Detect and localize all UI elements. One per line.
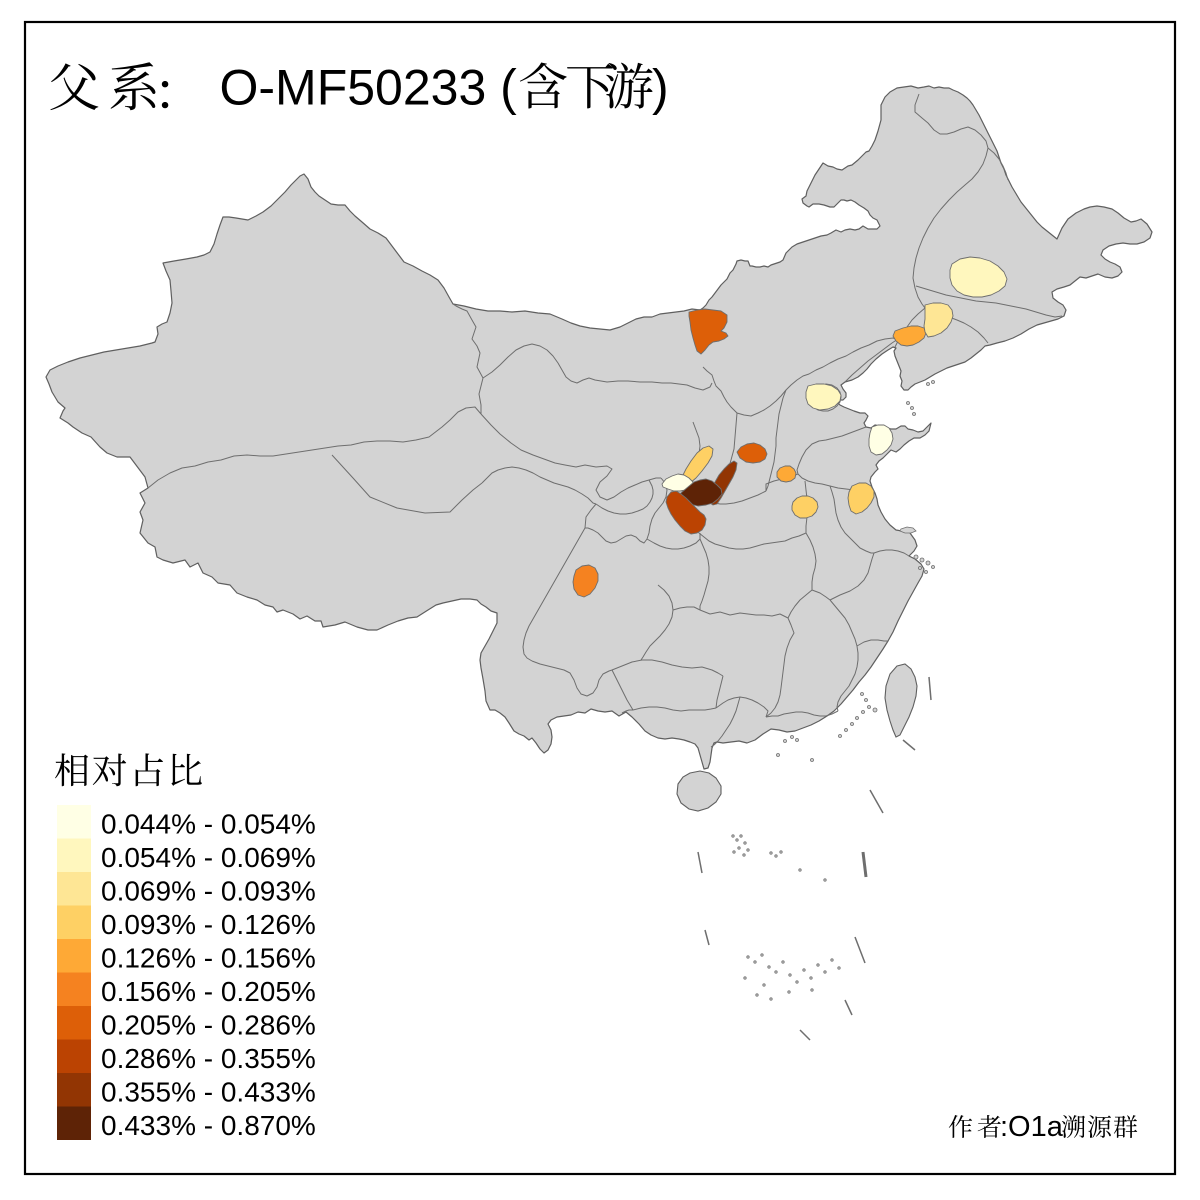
svg-text:0.126% - 0.156%: 0.126% - 0.156% — [101, 943, 316, 974]
svg-text:0.069% - 0.093%: 0.069% - 0.093% — [101, 876, 316, 907]
svg-text:0.093% - 0.126%: 0.093% - 0.126% — [101, 909, 316, 940]
svg-text:O-MF50233 (: O-MF50233 ( — [220, 60, 518, 116]
svg-text:0.054% - 0.069%: 0.054% - 0.069% — [101, 842, 316, 873]
svg-text:0.355% - 0.433%: 0.355% - 0.433% — [101, 1077, 316, 1108]
svg-text::O1a: :O1a — [1000, 1111, 1064, 1143]
svg-text:0.156% - 0.205%: 0.156% - 0.205% — [101, 976, 316, 1007]
svg-text:0.205% - 0.286%: 0.205% - 0.286% — [101, 1010, 316, 1041]
svg-text:0.286% - 0.355%: 0.286% - 0.355% — [101, 1043, 316, 1074]
svg-text:0.044% - 0.054%: 0.044% - 0.054% — [101, 809, 316, 840]
svg-text:0.433% - 0.870%: 0.433% - 0.870% — [101, 1110, 316, 1141]
svg-text:): ) — [652, 60, 669, 116]
